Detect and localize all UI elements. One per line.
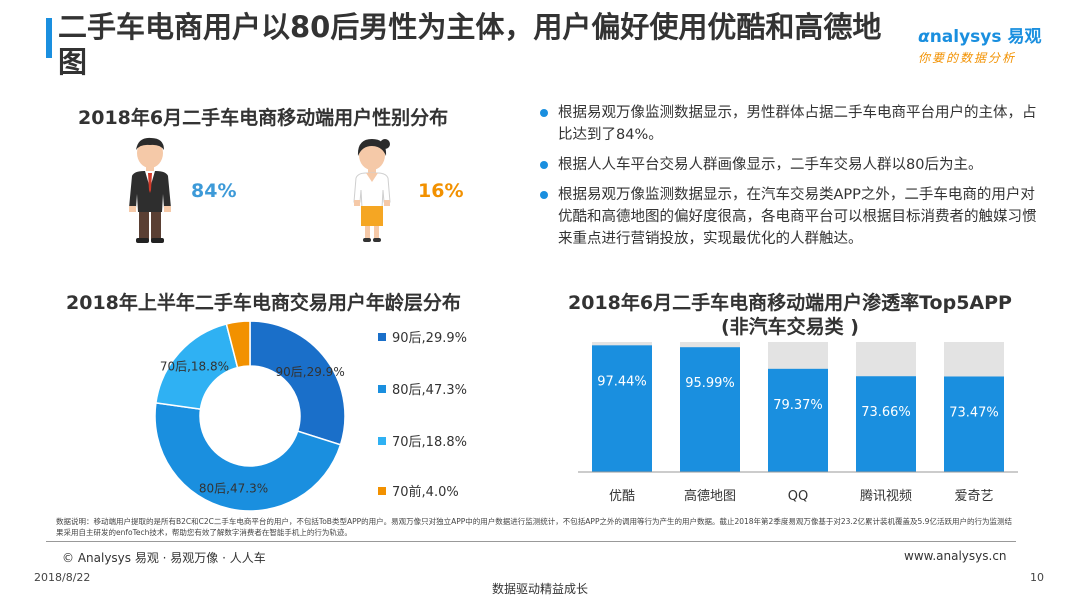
logo-brand-cn: 易观 <box>1007 27 1042 47</box>
bar-category-label: 高德地图 <box>684 488 736 504</box>
legend-label: 80后,47.3% <box>392 383 467 398</box>
male-figure-icon <box>129 137 171 243</box>
bullet-item: 根据易观万像监测数据显示，男性群体占据二手车电商平台用户的主体，占比达到了84%… <box>540 102 1040 146</box>
bullet-item: 根据人人车平台交易人群画像显示，二手车交易人群以80后为主。 <box>540 154 1040 176</box>
bar-高德地图 <box>680 347 740 472</box>
title-accent-bar <box>46 18 52 58</box>
legend-label: 70前,4.0% <box>392 485 459 500</box>
legend-swatch <box>378 333 386 341</box>
legend-label: 90后,29.9% <box>392 331 467 346</box>
bar-category-label: QQ <box>788 489 808 504</box>
bar-category-label: 优酷 <box>609 489 635 504</box>
logo-glyph: α <box>918 27 930 47</box>
bullet-item: 根据易观万像监测数据显示，在汽车交易类APP之外，二手车电商的用户对优酷和高德地… <box>540 184 1040 250</box>
footer-tagline: 数据驱动精益成长 <box>491 582 588 596</box>
bar-value-label: 73.66% <box>861 405 911 420</box>
page-title: 二手车电商用户以80后男性为主体，用户偏好使用优酷和高德地图 <box>58 10 882 79</box>
bar-爱奇艺 <box>944 376 1004 472</box>
bar-value-label: 79.37% <box>773 398 823 413</box>
website-link[interactable]: www.analysys.cn <box>904 549 1007 563</box>
analysys-logo: αnalysys 易观 你要的数据分析 <box>918 22 1068 66</box>
logo-brand-en: nalysys <box>929 27 1002 47</box>
donut-slice-label: 70后,18.8% <box>160 359 229 373</box>
gender-section-title: 2018年6月二手车电商移动端用户性别分布 <box>78 107 449 129</box>
legend-swatch <box>378 487 386 495</box>
bar-优酷 <box>592 345 652 472</box>
copyright-text: © Analysys 易观 · 易观万像 · 人人车 <box>62 551 266 565</box>
bar-QQ <box>768 368 828 472</box>
app-chart-title: 2018年6月二手车电商移动端用户渗透率Top5APP <box>568 292 1012 314</box>
male-percentage: 84% <box>191 180 237 202</box>
donut-slice-90后 <box>249 320 346 446</box>
legend-item: 70后,18.8% <box>378 431 467 450</box>
data-footnote: 数据说明：移动端用户提取的是所有B2C和C2C二手车电商平台的用户，不包括ToB… <box>56 517 1012 537</box>
bullet-dot-icon <box>540 161 548 169</box>
donut-slice-70前 <box>225 320 251 369</box>
legend-item: 70前,4.0% <box>378 481 459 500</box>
female-percentage: 16% <box>418 180 464 202</box>
legend-label: 70后,18.8% <box>392 435 467 450</box>
bullet-dot-icon <box>540 109 548 117</box>
insight-bullets: 根据易观万像监测数据显示，男性群体占据二手车电商平台用户的主体，占比达到了84%… <box>540 102 1040 258</box>
page-number: 10 <box>1030 571 1044 584</box>
footer-divider <box>46 541 1016 542</box>
bullet-dot-icon <box>540 191 548 199</box>
app-chart-subtitle: (非汽车交易类 ) <box>721 316 859 338</box>
bar-value-label: 95.99% <box>685 376 735 391</box>
bar-category-label: 腾讯视频 <box>860 488 912 504</box>
bar-value-label: 73.47% <box>949 405 999 420</box>
female-figure-icon <box>353 139 391 242</box>
donut-slice-label: 90后,29.9% <box>276 365 345 379</box>
legend-swatch <box>378 437 386 445</box>
donut-slice-80后 <box>154 402 342 512</box>
bar-category-label: 爱奇艺 <box>954 488 993 504</box>
slide-date: 2018/8/22 <box>34 571 91 584</box>
legend-item: 90后,29.9% <box>378 327 467 346</box>
logo-tagline: 你要的数据分析 <box>918 51 1017 65</box>
age-donut-chart: 90后,29.9% 80后,47.3% 70后,18.8% <box>154 320 346 512</box>
bar-腾讯视频 <box>856 376 916 472</box>
donut-slice-label: 80后,47.3% <box>199 482 268 496</box>
legend-swatch <box>378 385 386 393</box>
app-penetration-bar-chart: 97.44% 95.99% 79.37% 73.66% 73.47% 优酷 高德地图 QQ 腾… <box>578 342 1018 504</box>
bar-value-label: 97.44% <box>597 374 647 389</box>
legend-item: 80后,47.3% <box>378 379 467 398</box>
age-chart-title: 2018年上半年二手车电商交易用户年龄层分布 <box>66 292 461 314</box>
